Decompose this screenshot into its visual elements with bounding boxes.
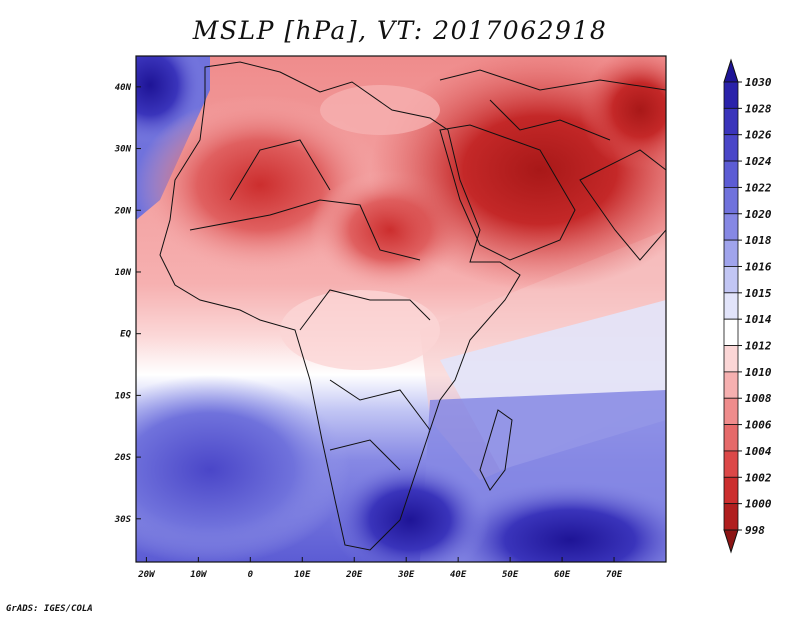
y-tick-label: 30S <box>114 515 132 525</box>
y-tick-label: 40N <box>115 83 132 93</box>
colorbar-swatch <box>723 107 739 136</box>
y-tick-label: 10N <box>115 268 132 278</box>
colorbar-swatch <box>723 292 739 320</box>
y-tick-label: 10S <box>115 391 132 401</box>
y-tick-label: 30N <box>114 145 132 155</box>
colorbar-label: 1010 <box>745 366 772 379</box>
colorbar-label: 1026 <box>745 129 772 142</box>
y-tick-label: 20S <box>114 453 132 463</box>
colorbar-label: 1000 <box>745 498 772 511</box>
y-axis-ticks: 40N 30N 20N 10N EQ 10S 20S 30S <box>114 83 141 525</box>
x-tick-label: 20E <box>345 570 363 580</box>
colorbar-swatch <box>723 239 739 267</box>
colorbar-swatch <box>723 213 739 241</box>
south-indian-high-blob <box>440 480 666 562</box>
y-tick-label: EQ <box>120 330 131 340</box>
y-tick-label: 20N <box>114 206 132 216</box>
colorbar-label: 1018 <box>745 234 772 247</box>
colorbar-label: 1014 <box>745 313 772 326</box>
south-atlantic-high-blob <box>136 375 350 562</box>
colorbar-label: 1006 <box>745 419 772 432</box>
colorbar-label: 998 <box>745 524 765 537</box>
colorbar-label: 1028 <box>745 102 772 115</box>
x-tick-label: 10W <box>190 570 208 580</box>
colorbar-swatch <box>723 424 739 452</box>
colorbar-swatch <box>723 503 739 531</box>
x-axis-ticks: 20W 10W 0 10E 20E 30E 40E 50E 60E 70E <box>137 557 623 580</box>
x-tick-label: 40E <box>450 570 467 580</box>
colorbar-swatch <box>723 187 739 215</box>
colorbar-swatch <box>723 266 739 294</box>
colorbar-label: 1012 <box>745 340 772 353</box>
x-tick-label: 50E <box>502 570 519 580</box>
colorbar-label: 1016 <box>745 260 772 273</box>
map-title: MSLP [hPa], VT: 2017062918 <box>192 16 608 45</box>
coastlines <box>159 61 666 551</box>
colorbar-swatch <box>723 134 739 162</box>
x-tick-label: 60E <box>554 570 571 580</box>
colorbar-swatch <box>723 476 739 505</box>
colorbar-swatch <box>723 345 739 373</box>
x-tick-label: 70E <box>606 570 623 580</box>
x-tick-label: 20W <box>137 570 156 580</box>
colorbar-swatch <box>723 318 739 346</box>
colorbar-swatch <box>723 450 739 478</box>
colorbar-label: 1004 <box>745 445 772 458</box>
colorbar-label: 1030 <box>745 76 772 89</box>
x-tick-label: 0 <box>248 570 254 580</box>
colorbar-bottom-arrow <box>723 529 739 554</box>
colorbar-label: 1002 <box>745 471 772 484</box>
colorbar: 1030 1028 1026 1024 1022 1020 1018 1016 1015 1014… <box>723 58 772 554</box>
colorbar-label: 1015 <box>745 287 772 300</box>
colorbar-label: 1008 <box>745 392 772 405</box>
x-tick-label: 10E <box>294 570 311 580</box>
colorbar-swatch <box>723 160 739 188</box>
pressure-field <box>136 56 666 562</box>
colorbar-swatch <box>723 397 739 425</box>
colorbar-swatch <box>723 371 739 399</box>
colorbar-label: 1022 <box>745 181 772 194</box>
map-frame <box>135 55 667 563</box>
x-tick-label: 30E <box>397 570 415 580</box>
colorbar-top-arrow <box>723 58 739 83</box>
grads-credit: GrADS: IGES/COLA <box>6 604 93 614</box>
colorbar-swatch <box>723 81 739 109</box>
colorbar-label: 1024 <box>745 155 772 168</box>
colorbar-label: 1020 <box>745 208 772 221</box>
